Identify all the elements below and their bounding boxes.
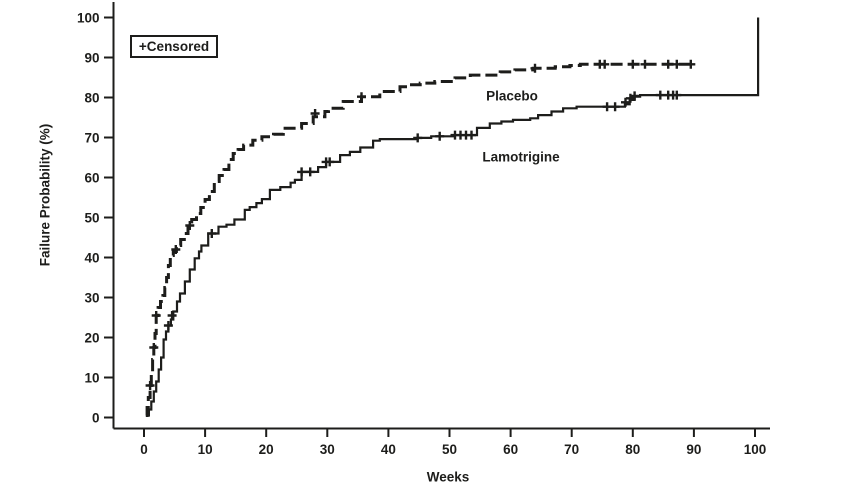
x-tick-label: 70	[564, 442, 579, 457]
y-tick-label: 60	[84, 170, 99, 185]
x-tick-label: 60	[503, 442, 518, 457]
x-tick-label: 10	[198, 442, 213, 457]
placebo-censor-marks	[145, 59, 696, 390]
y-tick-label: 90	[84, 50, 99, 65]
x-tick-label: 40	[381, 442, 396, 457]
x-tick-label: 50	[442, 442, 457, 457]
series-label-lamotrigine: Lamotrigine	[482, 149, 560, 165]
x-tick-label: 80	[625, 442, 640, 457]
x-axis-title: Weeks	[426, 469, 470, 485]
y-tick-label: 100	[77, 10, 100, 25]
y-tick-label: 20	[84, 330, 99, 345]
y-tick-label: 30	[84, 290, 99, 305]
y-tick-label: 0	[92, 410, 100, 425]
placebo-curve	[145, 62, 694, 417]
x-axis-ticks: 0 10 20 30 40 50 60 70 80 90 100	[140, 428, 767, 457]
x-tick-label: 0	[140, 442, 148, 457]
legend-box: +Censored	[130, 35, 218, 58]
y-axis-title: Failure Probability (%)	[37, 123, 53, 267]
x-tick-label: 30	[320, 442, 335, 457]
y-tick-label: 10	[84, 370, 99, 385]
legend-censored-label: +Censored	[138, 39, 210, 54]
lamotrigine-curve	[147, 17, 760, 417]
y-axis-ticks: 0 10 20 30 40 50 60 70 80 90 100	[77, 10, 114, 425]
x-tick-label: 20	[259, 442, 274, 457]
y-tick-label: 40	[84, 250, 99, 265]
y-tick-label: 70	[84, 130, 99, 145]
series-label-placebo: Placebo	[486, 88, 538, 104]
y-tick-label: 50	[84, 210, 99, 225]
x-tick-label: 100	[744, 442, 767, 457]
x-tick-label: 90	[686, 442, 701, 457]
y-tick-label: 80	[84, 90, 99, 105]
lamotrigine-censor-marks	[163, 90, 682, 330]
